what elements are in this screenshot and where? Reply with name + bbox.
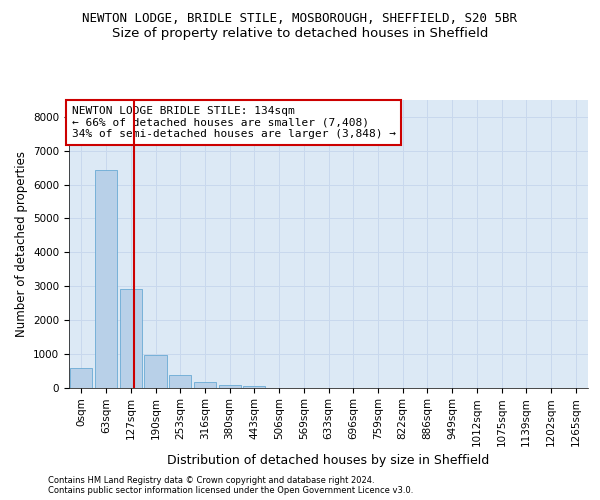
Bar [95,170,117,388]
Bar [119,288,142,388]
Bar [243,386,265,388]
Text: Size of property relative to detached houses in Sheffield: Size of property relative to detached ho… [112,28,488,40]
Y-axis label: Number of detached properties: Number of detached properties [14,151,28,337]
Bar [70,368,92,388]
Bar [194,382,216,388]
Text: Contains HM Land Registry data © Crown copyright and database right 2024.
Contai: Contains HM Land Registry data © Crown c… [48,476,413,495]
Text: NEWTON LODGE, BRIDLE STILE, MOSBOROUGH, SHEFFIELD, S20 5BR: NEWTON LODGE, BRIDLE STILE, MOSBOROUGH, … [83,12,517,26]
Bar [169,376,191,388]
X-axis label: Distribution of detached houses by size in Sheffield: Distribution of detached houses by size … [167,454,490,468]
Bar [218,385,241,388]
Bar [145,355,167,388]
Text: NEWTON LODGE BRIDLE STILE: 134sqm
← 66% of detached houses are smaller (7,408)
3: NEWTON LODGE BRIDLE STILE: 134sqm ← 66% … [71,106,395,139]
